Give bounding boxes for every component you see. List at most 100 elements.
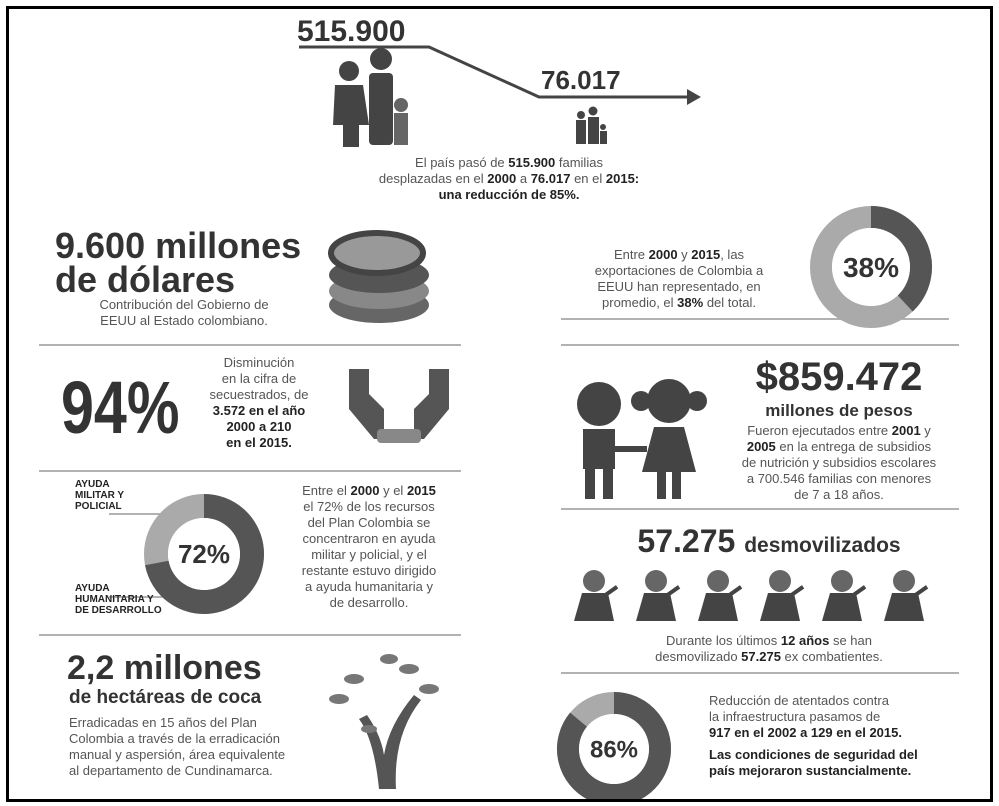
text: HUMANITARIA Y — [75, 594, 154, 605]
person-head — [707, 570, 729, 592]
text: concentraron en ayuda — [302, 531, 436, 546]
text: 515.900 — [508, 155, 556, 170]
text: AYUDA — [75, 479, 110, 490]
text: de dólares — [55, 259, 236, 300]
text: país mejoraron sustancialmente. — [709, 763, 912, 778]
text: 9.600 millones — [55, 225, 302, 266]
icons — [299, 45, 929, 789]
person-body — [574, 593, 614, 621]
text: EEUU han representado, en — [597, 279, 761, 294]
text: Las condiciones de seguridad del — [709, 747, 918, 762]
text: desmovilizados — [744, 534, 901, 557]
text: restante estuvo dirigido — [301, 563, 437, 578]
text: y — [920, 423, 931, 438]
person-gun — [726, 585, 743, 598]
text: militar y policial, y el — [311, 547, 427, 562]
person-head — [769, 570, 791, 592]
donut-arc — [145, 494, 264, 614]
donut-label: 72% — [178, 539, 230, 569]
text: 3.572 en el año — [212, 403, 306, 418]
kidnap-value: 94% — [61, 366, 180, 449]
text: MILITAR Y — [75, 490, 125, 501]
subsidies-title: $859.472 — [755, 355, 923, 399]
text: secuestrados, de — [209, 387, 309, 402]
text: en la cifra de — [221, 371, 297, 386]
demob-title: 57.275 desmovilizados — [569, 523, 969, 560]
text: a ayuda humanitaria y — [305, 579, 433, 594]
text: 38% — [677, 295, 704, 310]
text: 76.017 — [530, 171, 571, 186]
person-gun — [664, 585, 681, 598]
from-value: 515.900 — [297, 15, 406, 48]
text: Contribución del Gobierno de — [99, 297, 269, 312]
to-value: 76.017 — [541, 65, 621, 95]
text: de 7 a 18 años. — [794, 487, 884, 502]
text: Durante los últimos — [666, 633, 781, 648]
text: a — [516, 171, 531, 186]
person-body — [760, 593, 800, 621]
text: DE DESARROLLO — [75, 605, 162, 616]
aid-title: 9.600 millones de dólares — [55, 225, 302, 300]
text: , las — [720, 247, 745, 262]
infographic: 38% 72% 86% 515.900 76.017 El país pasó de… — [6, 6, 993, 802]
demob-text: Durante los últimos 12 años se han desmo… — [569, 633, 969, 665]
text: 57.275 — [741, 649, 781, 664]
text: exportaciones de Colombia a — [594, 263, 764, 278]
plan-text: Entre el 2000 y el 2015 el 72% de los re… — [279, 483, 459, 611]
person-gun — [912, 585, 929, 598]
text: Erradicadas en 15 años del Plan — [69, 715, 257, 730]
donut-arc — [557, 692, 671, 799]
text: 2005 — [746, 439, 776, 454]
kidnap-text: Disminución en la cifra de secuestrados, d… — [189, 355, 329, 451]
label-military: AYUDA MILITAR Y POLICIAL — [75, 479, 124, 512]
aid-text: Contribución del Gobierno de EEUU al Esta… — [59, 297, 309, 329]
text: POLICIAL — [75, 501, 122, 512]
text: 57.275 — [637, 523, 736, 559]
text: al departamento de Cundinamarca. — [69, 763, 273, 778]
donut-center — [579, 714, 649, 784]
text: en el — [570, 171, 606, 186]
text: AYUDA — [75, 583, 110, 594]
person-body — [884, 593, 924, 621]
coca-title: 2,2 millones — [67, 649, 262, 687]
label-humanitarian: AYUDA HUMANITARIA Y DE DESARROLLO — [75, 583, 162, 616]
text: 12 años — [780, 633, 830, 648]
text: y — [677, 247, 692, 262]
text: se han — [829, 633, 872, 648]
text: 2001 — [891, 423, 921, 438]
text: desmovilizado — [655, 649, 742, 664]
text: Disminución — [223, 355, 295, 370]
attacks-text: Reducción de atentados contra la infraest… — [709, 693, 918, 779]
subsidies-subtitle: millones de pesos — [765, 401, 913, 420]
text: 2000 — [350, 483, 380, 498]
donut-center — [832, 228, 910, 306]
top-caption: El país pasó de 515.900 familias desplaz… — [309, 155, 709, 203]
text: Colombia a través de la erradicación — [69, 731, 280, 746]
donut-center — [168, 518, 240, 590]
text: 2015 — [691, 247, 721, 262]
text: a 700.546 familias con menores — [746, 471, 932, 486]
text: Reducción de atentados contra — [709, 693, 889, 708]
person-gun — [850, 585, 867, 598]
donut-arc — [870, 206, 932, 312]
donut-label: 86% — [590, 736, 638, 763]
subsidies-text: Fueron ejecutados entre 2001 y 2005 en l… — [719, 423, 959, 503]
person-gun — [602, 585, 619, 598]
person-head — [893, 570, 915, 592]
coca-subtitle: de hectáreas de coca — [69, 687, 262, 708]
text: 2015 — [406, 483, 436, 498]
text: EEUU al Estado colombiano. — [100, 313, 268, 328]
text: El país pasó de — [415, 155, 509, 170]
person-body — [698, 593, 738, 621]
text: una reducción de 85%. — [438, 187, 580, 202]
text: 2000 — [648, 247, 678, 262]
text: el 72% de los recursos — [303, 499, 435, 514]
text: desplazadas en el — [378, 171, 488, 186]
text: en el 2015. — [226, 435, 292, 450]
text: Fueron ejecutados entre — [747, 423, 892, 438]
person-body — [636, 593, 676, 621]
person-body — [822, 593, 862, 621]
text: Entre — [613, 247, 649, 262]
exports-text: Entre 2000 y 2015, las exportaciones de … — [569, 247, 789, 311]
text: 917 en el 2002 a 129 en el 2015. — [709, 725, 902, 740]
